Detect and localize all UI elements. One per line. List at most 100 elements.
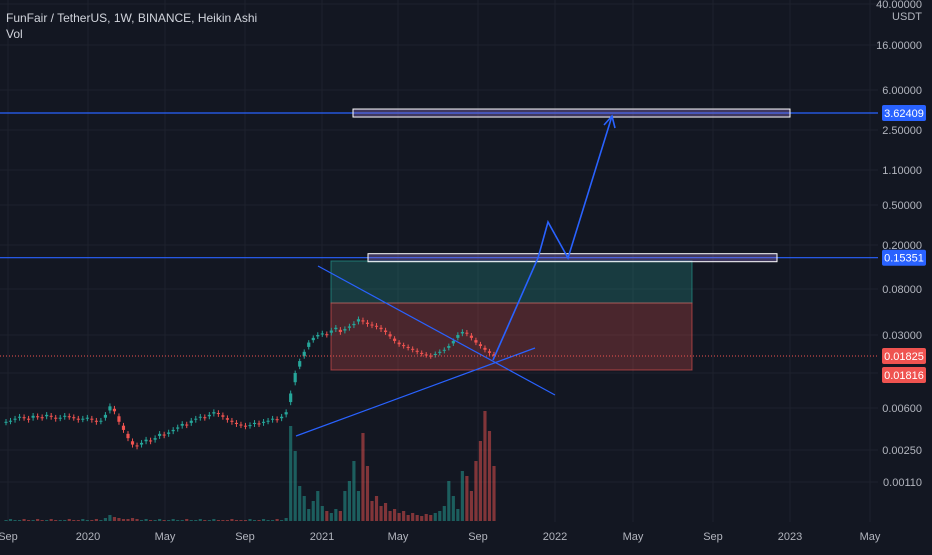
volume-bar xyxy=(415,515,419,521)
candle-body xyxy=(393,338,397,341)
time-tick-label: Sep xyxy=(235,531,255,543)
candle-body xyxy=(460,331,464,334)
volume-bar xyxy=(27,520,31,521)
volume-bar xyxy=(90,520,94,521)
volume-bar xyxy=(388,511,392,521)
candle-body xyxy=(198,416,202,418)
candle-body xyxy=(54,417,58,419)
volume-bar xyxy=(36,519,40,521)
volume-bar xyxy=(67,519,71,521)
volume-bar xyxy=(402,511,406,521)
candle-body xyxy=(289,393,293,403)
time-axis: Sep 2020 May Sep 2021 May Sep 2022 May Sep 2023 May xyxy=(0,531,881,543)
volume-bar xyxy=(447,481,451,521)
candle-body xyxy=(487,351,492,353)
volume-bar xyxy=(230,519,234,521)
candle-body xyxy=(36,416,40,418)
volume-bar xyxy=(307,509,311,521)
candle-body xyxy=(85,417,89,419)
candle-body xyxy=(316,335,320,337)
volume-bar xyxy=(243,520,248,521)
candle-body xyxy=(130,441,135,445)
volume-bar xyxy=(320,506,324,521)
candle-body xyxy=(438,351,442,353)
candle-body xyxy=(76,418,80,420)
candle-body xyxy=(243,425,248,427)
candle-body xyxy=(203,417,207,419)
candle-body xyxy=(81,418,85,420)
price-tick-label: 0.00110 xyxy=(883,477,922,489)
time-tick-label: May xyxy=(860,531,881,543)
volume-bar xyxy=(94,519,98,521)
volume-bar xyxy=(406,515,410,521)
candle-body xyxy=(293,373,297,383)
volume-bar xyxy=(121,519,126,521)
candle-body xyxy=(275,419,279,421)
candle-body xyxy=(99,420,103,422)
volume-bar xyxy=(275,519,279,521)
price-tick-label: 0.50000 xyxy=(882,200,922,212)
volume-bar xyxy=(460,471,464,521)
price-tag-label: 0.15351 xyxy=(884,253,924,265)
volume-bar xyxy=(63,520,67,521)
volume-bar xyxy=(411,513,415,521)
volume-bar xyxy=(383,503,388,521)
candle-body xyxy=(456,335,460,338)
symbol-title[interactable]: FunFair / TetherUS, 1W, BINANCE, Heikin … xyxy=(6,11,258,25)
candle-body xyxy=(185,424,189,426)
time-tick-label: May xyxy=(388,531,409,543)
volume-bar xyxy=(316,491,320,521)
volume-bar xyxy=(492,466,496,521)
candle-body xyxy=(149,440,153,442)
volume-bar xyxy=(171,519,175,521)
volume-bar xyxy=(103,518,107,521)
volume-bar xyxy=(248,519,252,521)
volume-bar xyxy=(374,496,379,521)
candle-body xyxy=(343,329,347,331)
volume-bar xyxy=(194,520,198,521)
candle-body xyxy=(40,417,44,419)
position-zones[interactable] xyxy=(330,260,693,371)
volume-bar xyxy=(72,520,76,521)
candle-body xyxy=(252,422,257,424)
volume-bar xyxy=(180,520,184,521)
candle-body xyxy=(411,348,415,350)
volume-bar xyxy=(167,520,171,521)
candle-body xyxy=(356,319,361,322)
volume-bar xyxy=(465,476,469,521)
price-tick-label: 0.03000 xyxy=(882,330,922,342)
candle-body xyxy=(27,418,31,420)
target-box xyxy=(352,108,791,118)
volume-bar xyxy=(424,514,428,521)
volume-bar xyxy=(216,520,220,521)
volume-bar xyxy=(293,451,297,521)
volume-bar xyxy=(429,515,433,521)
candle-body xyxy=(17,416,22,418)
candle-body xyxy=(302,351,306,357)
volume-bar xyxy=(289,426,293,521)
price-tag xyxy=(882,367,926,383)
volume-bar xyxy=(162,520,166,521)
volume-bar xyxy=(139,520,144,521)
volume-bar xyxy=(234,520,239,521)
candle-body xyxy=(284,412,288,415)
profit-zone xyxy=(330,260,693,304)
candle-body xyxy=(474,340,478,343)
candle-body xyxy=(158,433,162,436)
volume-bar xyxy=(456,509,460,521)
volume-bar xyxy=(17,520,22,521)
volume-bar xyxy=(22,519,26,521)
volume-bar xyxy=(370,501,374,521)
candle-body xyxy=(347,326,351,328)
descending-trendline xyxy=(317,265,556,396)
volume-label[interactable]: Vol xyxy=(6,27,23,41)
drawings[interactable] xyxy=(0,108,878,437)
time-tick-label: Sep xyxy=(0,531,18,543)
volume-bar xyxy=(4,520,8,521)
price-tick-label: 6.00000 xyxy=(882,85,922,97)
volume-bar xyxy=(257,520,261,521)
candle-body xyxy=(171,429,175,432)
candle-body xyxy=(31,415,35,418)
